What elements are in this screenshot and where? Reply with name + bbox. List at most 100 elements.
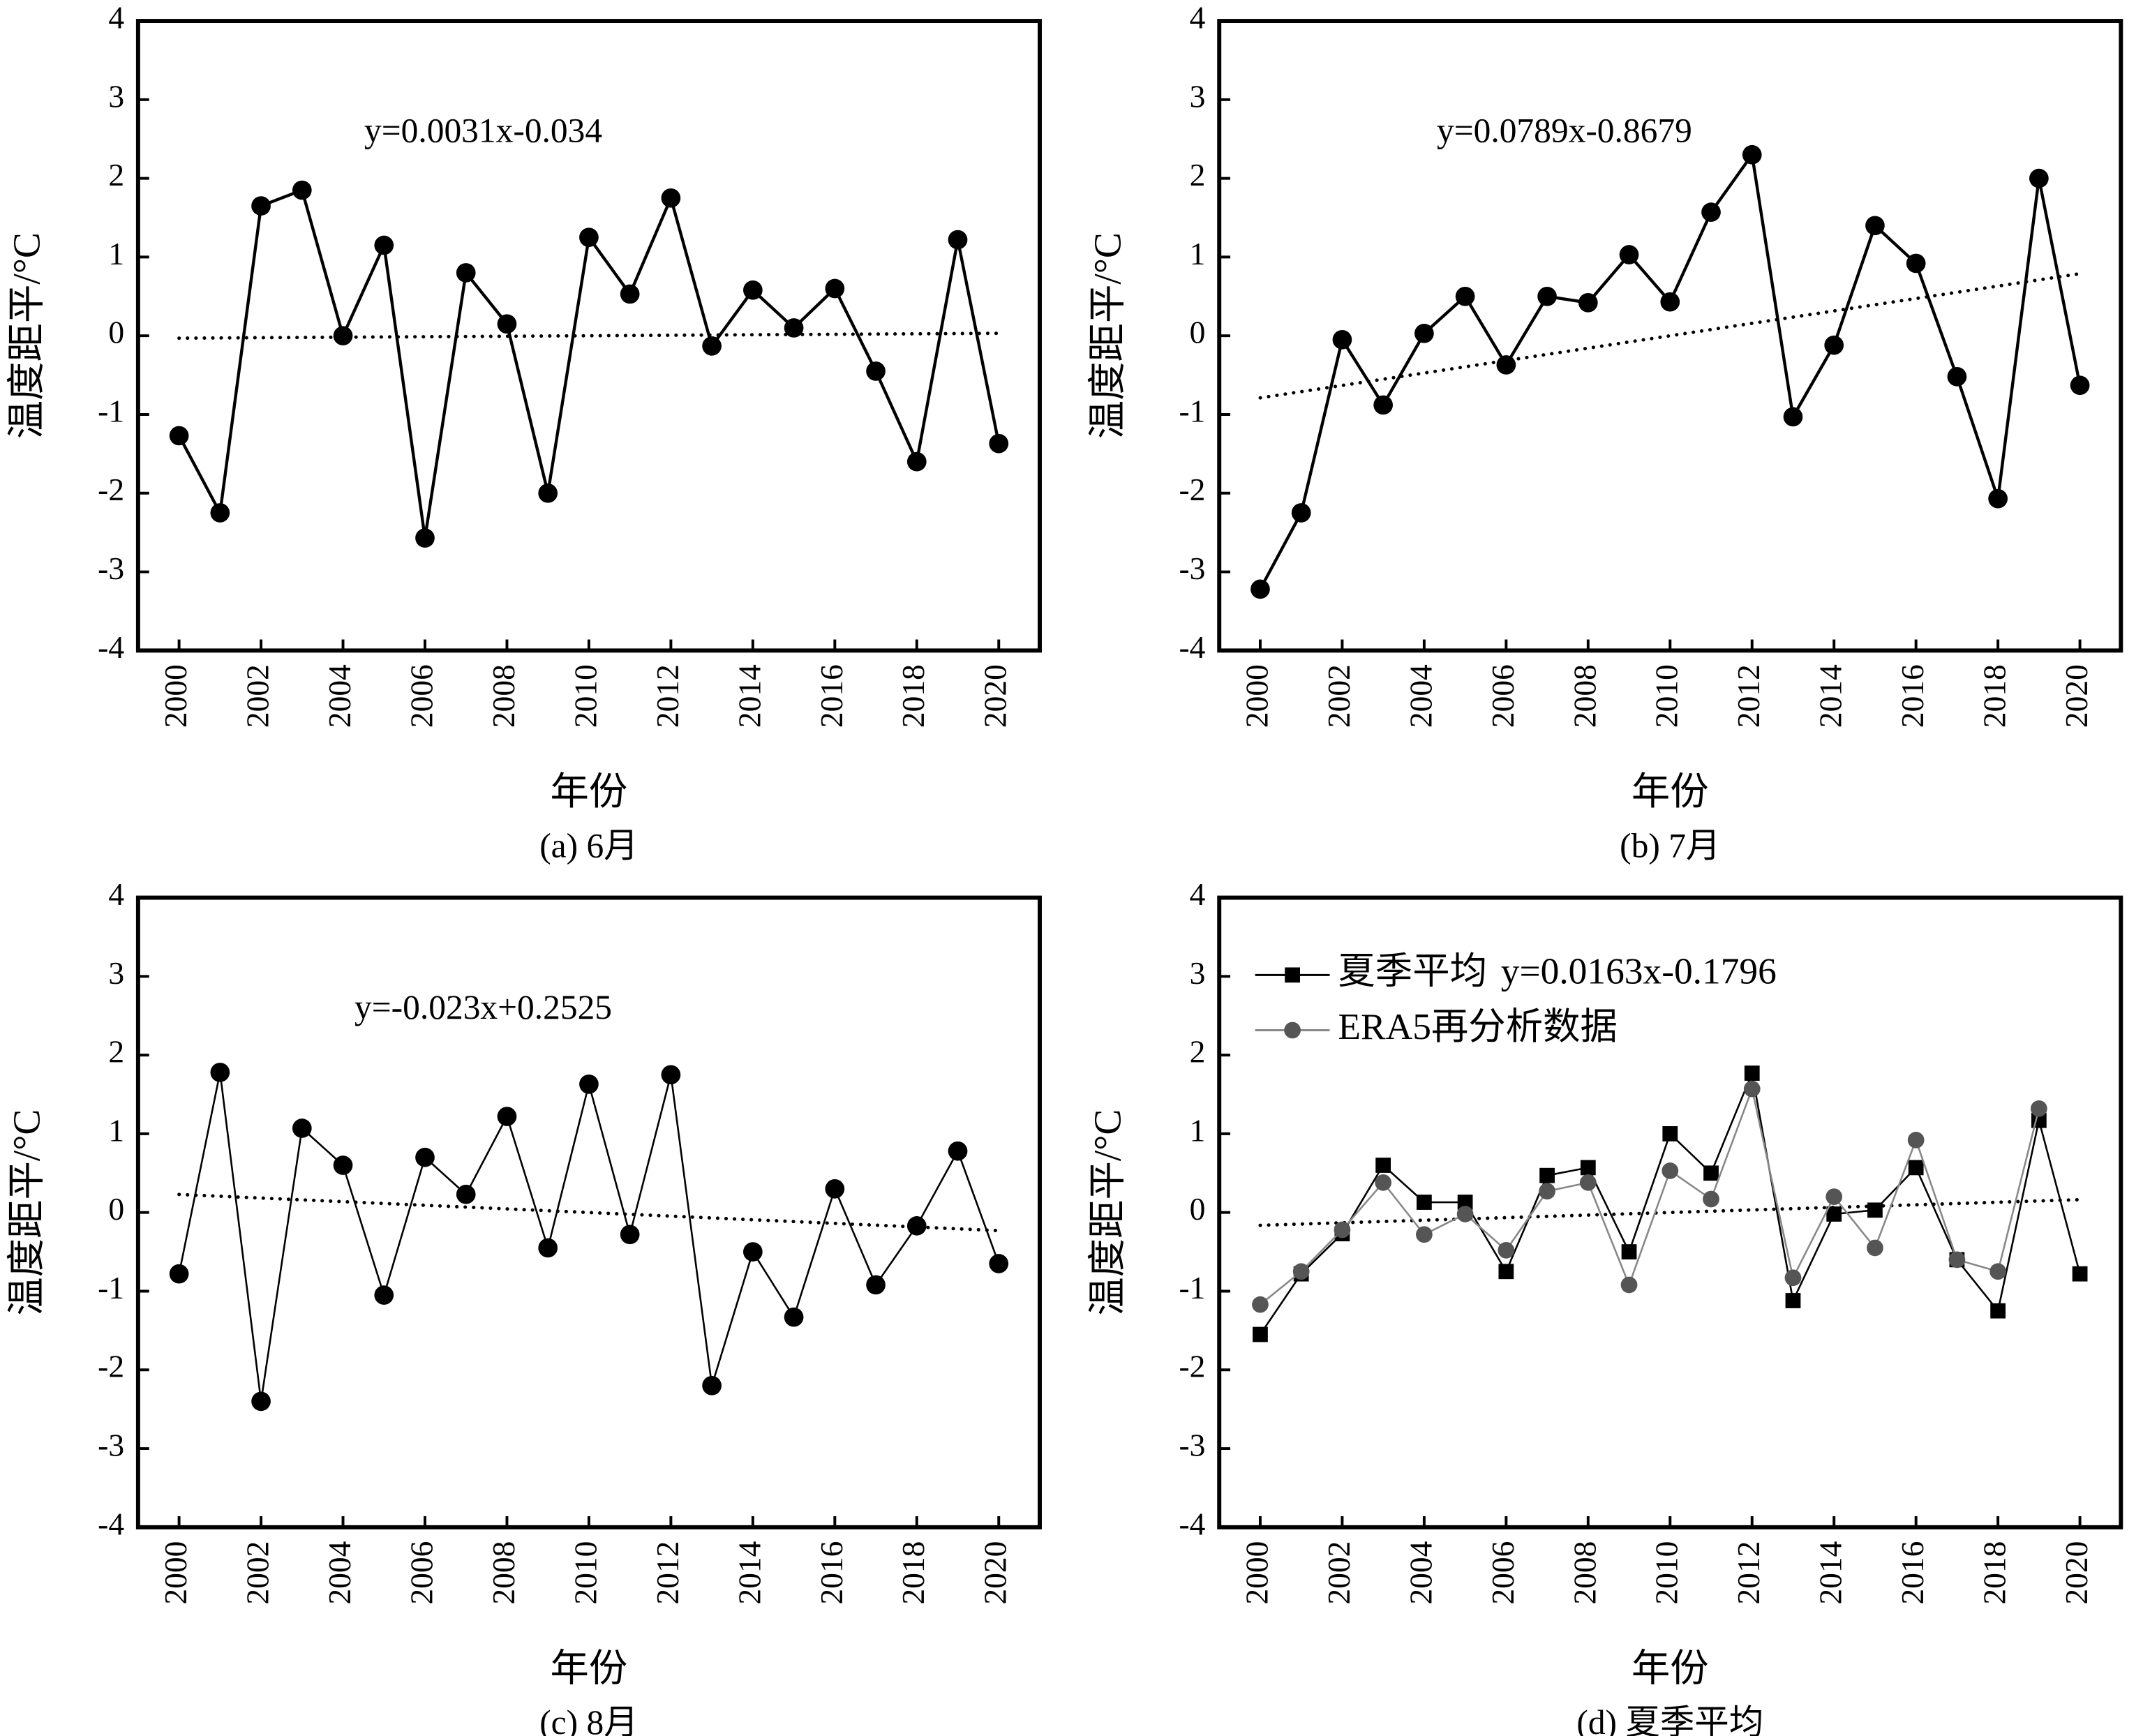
y-tick-label: 4: [1190, 876, 1206, 912]
marker: [169, 1264, 189, 1284]
x-tick-label: 2002: [240, 664, 276, 728]
marker: [1498, 1264, 1514, 1280]
marker: [825, 278, 845, 299]
x-tick-label: 2002: [1321, 1541, 1357, 1605]
marker: [1621, 1244, 1637, 1259]
y-tick-label: 2: [108, 157, 124, 193]
y-tick-label: 2: [1190, 157, 1206, 193]
marker: [1414, 323, 1434, 343]
marker: [1784, 1269, 1802, 1287]
x-tick-label: 2014: [731, 664, 767, 728]
legend-label: 夏季平均: [1338, 950, 1487, 992]
marker: [456, 263, 476, 283]
x-axis-label: 年份: [1631, 770, 1709, 813]
marker: [1619, 245, 1639, 264]
y-tick-label: -1: [1179, 393, 1206, 428]
marker: [579, 227, 599, 248]
x-tick-label: 2020: [978, 1541, 1013, 1605]
marker: [415, 1147, 435, 1167]
y-tick-label: -4: [98, 629, 124, 665]
marker: [1989, 1263, 2007, 1280]
marker: [1906, 253, 1926, 274]
marker: [661, 1065, 681, 1085]
marker: [1990, 1303, 2006, 1319]
marker: [2070, 375, 2090, 396]
marker: [661, 188, 681, 208]
x-tick-label: 2008: [1567, 664, 1602, 728]
x-tick-label: 2008: [1567, 1541, 1602, 1605]
marker: [1826, 1206, 1842, 1222]
legend-label: ERA5再分析数据: [1338, 1005, 1618, 1047]
marker: [169, 426, 189, 446]
marker: [1332, 329, 1352, 350]
marker: [333, 1155, 353, 1175]
marker: [1252, 1296, 1269, 1313]
trend-equation: y=-0.023x+0.2525: [354, 988, 612, 1026]
y-tick-label: -4: [1179, 629, 1206, 665]
marker: [702, 1375, 722, 1395]
marker: [1783, 407, 1803, 427]
y-tick-label: -3: [1179, 1427, 1206, 1462]
y-tick-label: 3: [108, 955, 124, 991]
marker: [1456, 1206, 1474, 1222]
x-tick-label: 2004: [322, 1541, 357, 1604]
trend-equation: y=0.0163x-0.1796: [1501, 950, 1777, 992]
y-tick-label: -2: [98, 1349, 124, 1384]
marker: [251, 196, 271, 216]
marker: [1417, 1195, 1432, 1210]
marker: [1580, 1160, 1596, 1176]
y-tick-label: -4: [98, 1506, 124, 1541]
marker: [251, 1391, 271, 1412]
x-tick-label: 2006: [403, 1541, 439, 1605]
marker: [1620, 1276, 1638, 1294]
marker: [1825, 1188, 1843, 1206]
marker: [292, 1118, 312, 1138]
marker: [702, 336, 722, 356]
y-tick-label: 1: [108, 236, 124, 271]
marker: [906, 1216, 927, 1236]
y-tick-label: 0: [1190, 1191, 1206, 1227]
series-line: [1260, 1086, 2040, 1305]
x-tick-label: 2010: [567, 1541, 603, 1605]
marker: [989, 433, 1009, 454]
trend-line: [177, 1192, 1001, 1233]
legend-marker: [1284, 1022, 1301, 1039]
marker: [620, 1225, 640, 1245]
marker: [743, 1242, 763, 1262]
trend-line: [1258, 1197, 2082, 1227]
x-tick-label: 2000: [1239, 664, 1274, 728]
marker: [1578, 292, 1598, 313]
marker: [1867, 1239, 1883, 1257]
marker: [1660, 292, 1680, 312]
x-tick-label: 2000: [1239, 1541, 1274, 1605]
marker: [1416, 1226, 1433, 1243]
marker: [456, 1184, 476, 1204]
marker: [2072, 1266, 2088, 1282]
marker: [579, 1074, 599, 1094]
marker: [784, 1307, 804, 1327]
x-tick-label: 2006: [1485, 664, 1521, 728]
marker: [1537, 286, 1557, 306]
marker: [1824, 335, 1844, 355]
y-tick-label: 3: [1190, 955, 1206, 991]
y-tick-label: 1: [1190, 236, 1206, 271]
x-tick-label: 2014: [731, 1541, 767, 1604]
y-axis-label: 温度距平/°C: [5, 232, 47, 439]
x-tick-label: 2012: [1731, 1541, 1766, 1605]
x-tick-label: 2012: [1731, 664, 1766, 728]
x-tick-label: 2006: [403, 664, 439, 728]
marker: [1375, 1174, 1392, 1191]
marker: [1785, 1293, 1801, 1308]
marker: [1701, 202, 1721, 222]
x-tick-label: 2018: [895, 664, 931, 728]
x-tick-label: 2020: [2059, 1541, 2094, 1605]
marker: [1744, 1065, 1760, 1081]
y-tick-label: 0: [1190, 315, 1206, 350]
marker: [210, 503, 230, 523]
y-tick-label: -2: [1179, 1349, 1206, 1384]
marker: [2029, 168, 2049, 188]
x-tick-label: 2010: [567, 664, 603, 728]
marker: [1292, 1263, 1310, 1280]
x-tick-label: 2014: [1813, 1541, 1849, 1604]
